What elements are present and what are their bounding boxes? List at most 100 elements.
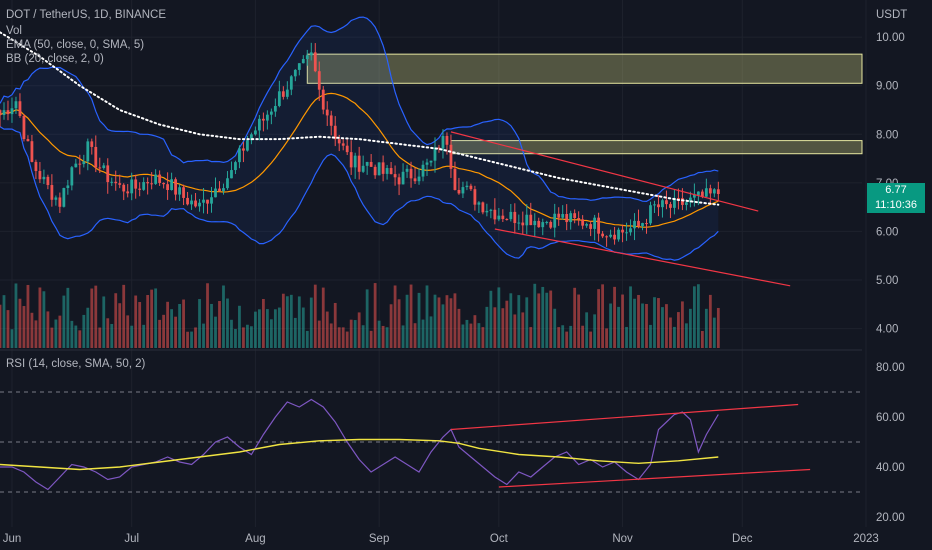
candle-body-113	[449, 144, 453, 169]
volume-bar-71	[281, 293, 285, 348]
volume-bar-144	[573, 287, 577, 348]
volume-bar-138	[549, 290, 553, 348]
candle-body-134	[533, 220, 537, 226]
volume-bar-159	[633, 298, 636, 348]
candlesticks[interactable]	[0, 42, 720, 247]
volume-bar-14	[54, 319, 58, 348]
volume-bar-39	[154, 288, 158, 348]
volume-bar-91	[361, 325, 365, 348]
volume-bar-6	[22, 306, 26, 348]
candle-body-164	[653, 204, 656, 206]
candle-body-156	[621, 229, 624, 233]
candle-body-126	[501, 215, 505, 220]
volume-bar-168	[669, 317, 672, 348]
candle-body-104	[413, 178, 417, 182]
price-tick-2: 6.00	[876, 226, 898, 238]
candle-body-90	[357, 155, 361, 172]
volume-bar-153	[609, 303, 612, 348]
volume-bar-10	[38, 287, 42, 348]
candle-body-114	[453, 168, 457, 190]
volume-bar-169	[673, 326, 676, 348]
candle-body-118	[469, 185, 473, 190]
volume-bar-22	[86, 307, 90, 348]
candle-body-172	[685, 202, 688, 205]
candle-body-41	[162, 182, 166, 185]
volume-bar-64	[254, 311, 257, 348]
candle-body-170	[677, 197, 680, 199]
volume-bar-132	[525, 297, 529, 348]
volume-bar-24	[94, 285, 98, 348]
ema-label: EMA (50, close, 0, SMA, 5)	[6, 39, 145, 51]
volume-bar-120	[477, 323, 481, 348]
volume-bar-131	[521, 312, 525, 348]
candle-body-92	[365, 161, 369, 166]
volume-bar-139	[553, 308, 557, 348]
candle-body-10	[38, 171, 42, 180]
volume-bar-54	[214, 316, 217, 348]
candle-body-60	[238, 148, 241, 163]
candle-body-7	[26, 139, 30, 142]
volume-bar-74	[293, 317, 297, 348]
candle-body-31	[122, 184, 126, 192]
time-tick-0: Jun	[3, 533, 22, 545]
volume-bar-15	[58, 315, 62, 348]
volume-bar-44	[174, 316, 177, 348]
candle-body-48	[190, 200, 193, 205]
candle-body-58	[230, 170, 233, 179]
candle-body-122	[485, 210, 489, 213]
volume-bar-82	[325, 311, 329, 348]
candle-body-34	[134, 179, 138, 189]
bb-legend[interactable]: BB (20, close, 2, 0)	[6, 53, 104, 65]
candle-body-97	[385, 168, 389, 174]
volume-bar-158	[629, 286, 632, 348]
volume-bar-38	[150, 289, 154, 348]
volume-bar-21	[82, 314, 86, 348]
volume-bar-113	[449, 298, 453, 348]
rsi-ma-line	[0, 438, 719, 471]
candle-body-70	[277, 91, 281, 106]
volume-bar-88	[349, 319, 353, 348]
candle-body-180	[716, 189, 720, 195]
candle-body-94	[373, 166, 377, 176]
candle-body-135	[537, 220, 541, 228]
volume-bar-70	[277, 307, 281, 348]
candle-body-161	[641, 223, 644, 227]
candle-body-160	[637, 220, 640, 227]
candle-body-72	[285, 89, 289, 97]
volume-bar-145	[577, 294, 581, 348]
volume-bar-106	[421, 319, 425, 348]
bar-countdown: 11:10:36	[874, 199, 917, 211]
volume-bar-35	[138, 302, 142, 348]
volume-bar-55	[218, 301, 221, 348]
candle-body-162	[645, 223, 648, 225]
vol-legend[interactable]: Vol	[6, 25, 22, 37]
volume-bar-0	[0, 304, 2, 348]
volume-bar-142	[565, 331, 569, 348]
volume-bar-49	[194, 327, 197, 348]
volume-bar-137	[545, 292, 549, 348]
symbol-title[interactable]: DOT / TetherUS, 1D, BINANCE	[6, 9, 166, 21]
volume-bar-56	[222, 285, 225, 348]
volume-bar-84	[333, 302, 337, 348]
volume-bar-3	[10, 329, 14, 348]
candle-body-35	[138, 188, 142, 190]
volume-bar-45	[178, 303, 181, 348]
volume-bar-28	[110, 323, 114, 348]
candle-body-71	[281, 91, 285, 97]
candle-body-46	[182, 187, 185, 198]
candle-body-43	[170, 179, 173, 191]
symbol-legend: DOT / TetherUS, 1D, BINANCE	[6, 9, 166, 21]
candle-body-88	[349, 152, 353, 168]
candle-body-80	[317, 71, 321, 90]
volume-bar-160	[637, 294, 640, 348]
volume-bar-94	[373, 283, 377, 348]
time-tick-1: Jul	[124, 533, 139, 545]
rsi-legend[interactable]: RSI (14, close, SMA, 50, 2)	[6, 358, 145, 370]
volume-bar-123	[489, 290, 493, 348]
volume-bar-89	[353, 320, 357, 348]
candle-body-98	[389, 168, 393, 175]
candle-body-169	[673, 197, 676, 208]
ema-legend[interactable]: EMA (50, close, 0, SMA, 5)	[6, 39, 144, 51]
volume-bar-9	[34, 320, 38, 348]
